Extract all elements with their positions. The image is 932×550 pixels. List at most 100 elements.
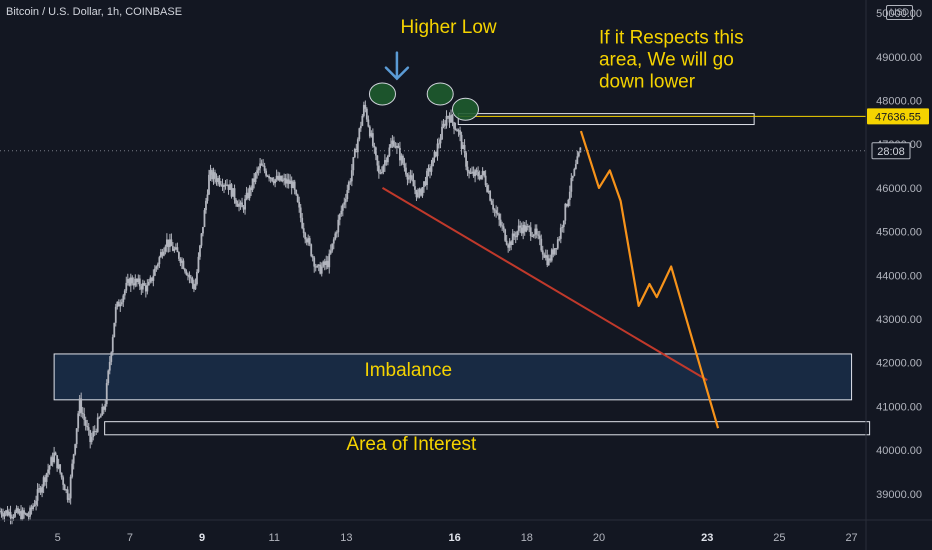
candle-body (159, 252, 162, 258)
highlight-ellipse[interactable] (368, 82, 396, 106)
candle-body (265, 170, 268, 176)
candle-body (173, 249, 176, 251)
candle-body (454, 128, 457, 130)
candle-body (263, 165, 266, 171)
candle-body (165, 239, 168, 247)
candle-body (331, 243, 334, 251)
candle-body (311, 256, 314, 258)
candle-body (313, 257, 316, 267)
zone-box-imbalance[interactable] (53, 353, 853, 401)
candle-body (573, 169, 576, 176)
candle-body (386, 155, 389, 163)
candle-body (374, 147, 377, 156)
currency-badge[interactable]: USD (886, 5, 914, 20)
candle-body (41, 486, 43, 493)
candle-body (323, 261, 326, 265)
candle-body (362, 104, 365, 116)
candle-body (514, 236, 517, 238)
candle-body (281, 179, 284, 182)
candle-body (90, 437, 93, 443)
candle-body (556, 239, 559, 249)
candle-body (27, 515, 30, 517)
candle-body (448, 116, 451, 123)
candle-body (8, 511, 10, 516)
highlight-ellipse[interactable] (451, 97, 479, 121)
candle-body (24, 513, 27, 515)
candle-body (319, 264, 322, 274)
candle-body (116, 301, 119, 307)
y-tick-label: 49000.00 (876, 52, 922, 64)
candle-body (80, 398, 83, 413)
y-tick-label: 50000.00 (876, 8, 922, 20)
candle-body (123, 290, 126, 296)
candle-body (424, 181, 427, 186)
candle-body (436, 143, 439, 157)
candle-body (290, 180, 293, 188)
candle-body (576, 156, 579, 165)
zone-box-resistance[interactable] (457, 113, 755, 126)
candle-body (549, 258, 552, 261)
candle-body (465, 152, 467, 167)
candle-body (99, 415, 102, 418)
annotation-text: Area of Interest (346, 434, 477, 455)
candle-body (317, 264, 320, 266)
candle-body (253, 178, 255, 182)
candle-body (328, 253, 331, 268)
candle-body (158, 257, 161, 265)
candle-body (564, 203, 567, 221)
candle-body (468, 171, 470, 174)
candle-body (574, 164, 577, 170)
candle-body (86, 425, 89, 428)
candle-body (3, 512, 6, 517)
candle-body (420, 189, 422, 196)
candle-body (98, 417, 101, 419)
price-level-badge[interactable] (867, 108, 929, 125)
y-tick-label: 46000.00 (876, 183, 922, 195)
candle-body (483, 171, 486, 176)
candle-body (552, 249, 555, 255)
candle-body (75, 428, 78, 445)
countdown-badge-text: 28:08 (877, 146, 905, 158)
candle-body (426, 170, 428, 186)
candle-body (250, 187, 252, 191)
candle-body (23, 510, 25, 514)
candle-body (522, 224, 525, 234)
candle-body (289, 180, 292, 184)
candle-body (200, 233, 203, 246)
candle-body (508, 241, 511, 248)
candle-body (190, 277, 192, 279)
candle-body (96, 417, 99, 432)
candle-body (511, 233, 514, 246)
candle-body (445, 116, 448, 126)
zone-box-area-of-interest[interactable] (104, 421, 871, 436)
annotation-text: If it Respects this (599, 28, 744, 49)
candle-body (429, 167, 431, 172)
candle-body (9, 511, 12, 518)
candle-body (287, 179, 290, 184)
candle-body (402, 155, 404, 164)
candle-body (110, 352, 113, 362)
candle-body (167, 239, 170, 248)
candle-body (540, 238, 543, 251)
candle-body (353, 149, 356, 158)
projection-path[interactable] (579, 130, 720, 429)
trendline[interactable] (381, 187, 708, 382)
down-arrow-icon (384, 51, 410, 81)
y-tick-label: 41000.00 (876, 401, 922, 413)
candle-body (149, 277, 152, 282)
candle-body (493, 209, 496, 211)
candle-body (245, 192, 248, 199)
candle-body (487, 191, 490, 193)
candle-body (11, 517, 13, 519)
candle-body (538, 235, 541, 239)
highlight-ellipse[interactable] (426, 82, 454, 106)
candle-body (259, 163, 262, 169)
candle-body (298, 201, 301, 208)
candle-body (286, 179, 289, 184)
x-tick-label: 23 (701, 532, 713, 544)
candle-body (409, 175, 412, 178)
candle-body (350, 170, 353, 182)
candle-body (481, 171, 484, 175)
candle-body (2, 514, 4, 517)
